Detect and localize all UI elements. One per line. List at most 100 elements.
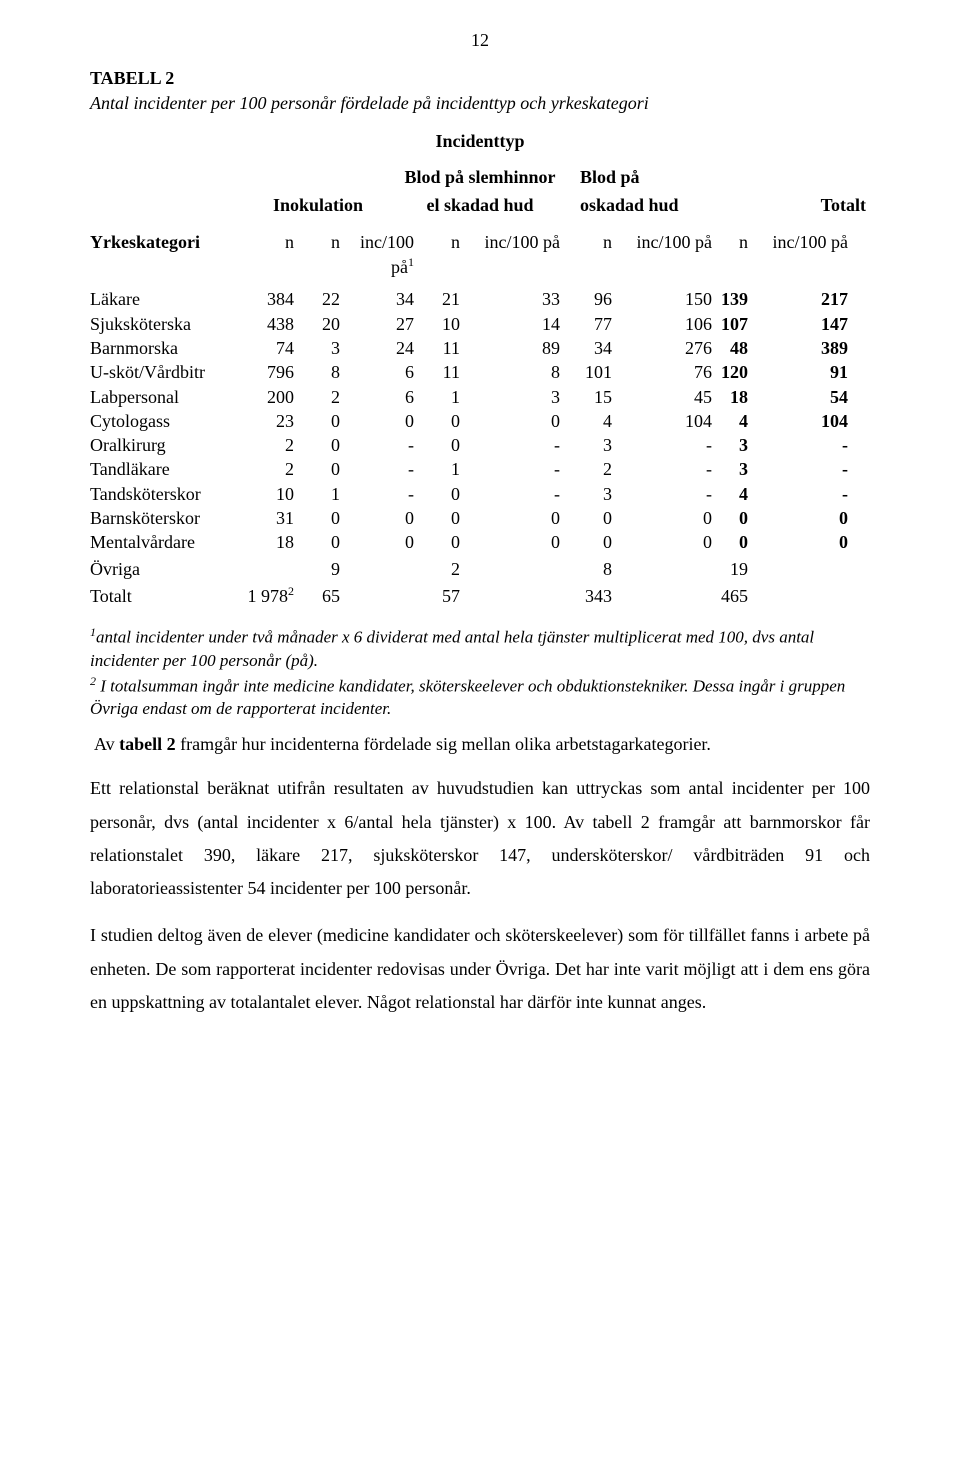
- cell-b: 0: [418, 482, 460, 506]
- cell-value: 343: [564, 584, 612, 608]
- page-number: 12: [90, 28, 870, 52]
- cell-a-pa: 0: [344, 409, 414, 433]
- column-sub-header: Yrkeskategori n n inc/100 på1 n inc/100 …: [90, 230, 870, 280]
- cell-b-pa: 8: [464, 360, 560, 384]
- cell-b: 21: [418, 287, 460, 311]
- row-label: U-sköt/Vårdbitr: [90, 360, 230, 384]
- cell-c-pa: 106: [616, 312, 712, 336]
- totalt-row: Totalt 1 9782 65 57 343 465: [90, 583, 870, 608]
- table-row: Oralkirurg20-0-3-3-: [90, 433, 870, 457]
- column-group-header: Inokulation el skadad hud oskadad hud To…: [90, 191, 870, 219]
- cell-t-pa: -: [752, 457, 848, 481]
- cell-t: 48: [716, 336, 748, 360]
- incpa-text: inc/100 på: [360, 232, 414, 277]
- cell-t-pa: -: [752, 482, 848, 506]
- cell-a: 2: [298, 385, 340, 409]
- row-label: Läkare: [90, 287, 230, 311]
- cell-t: 4: [716, 409, 748, 433]
- cell-n: 18: [234, 530, 294, 554]
- row-label: Barnsköterskor: [90, 506, 230, 530]
- table-row: Sjuksköterska4382027101477106107147: [90, 312, 870, 336]
- cell-b: 11: [418, 336, 460, 360]
- cell-b-pa: 33: [464, 287, 560, 311]
- cell-a: 0: [298, 457, 340, 481]
- cell-t-pa: 0: [752, 530, 848, 554]
- table-row: Tandsköterskor101-0-3-4-: [90, 482, 870, 506]
- table-title: Antal incidenter per 100 personår fördel…: [90, 91, 870, 115]
- footnote-2-text: I totalsumman ingår inte medicine kandid…: [90, 676, 845, 718]
- ovriga-row: Övriga 9 2 8 19: [90, 557, 870, 581]
- row-label: Tandläkare: [90, 457, 230, 481]
- cell-a: 8: [298, 360, 340, 384]
- col-incpa-sup: inc/100 på1: [344, 230, 414, 280]
- row-label: Totalt: [90, 584, 230, 608]
- cell-b: 1: [418, 457, 460, 481]
- n-total: 1 978: [248, 586, 289, 606]
- para-relation: Ett relationstal beräknat utifrån result…: [90, 772, 870, 905]
- empty-cell: [90, 163, 252, 191]
- cell-t: 4: [716, 482, 748, 506]
- cell-b-pa: 89: [464, 336, 560, 360]
- cell-t: 120: [716, 360, 748, 384]
- row-label: Mentalvårdare: [90, 530, 230, 554]
- row-label: Övriga: [90, 557, 230, 581]
- cell-b: 0: [418, 409, 460, 433]
- para-bold: tabell 2: [119, 734, 176, 754]
- cell-b: 11: [418, 360, 460, 384]
- cell-c: 15: [564, 385, 612, 409]
- col-n: n: [298, 230, 340, 254]
- table-row: Cytologass23000041044104: [90, 409, 870, 433]
- sup-one: 1: [408, 255, 414, 269]
- cell-b-pa: 3: [464, 385, 560, 409]
- col-blod-slem-line2: el skadad hud: [384, 191, 576, 219]
- empty-cell: [256, 163, 380, 191]
- cell-value: 465: [716, 584, 748, 608]
- cell-a-pa: 27: [344, 312, 414, 336]
- cell-c: 101: [564, 360, 612, 384]
- cell-a: 0: [298, 506, 340, 530]
- cell-t: 18: [716, 385, 748, 409]
- cell-t-pa: 0: [752, 506, 848, 530]
- para-text: Av: [94, 734, 119, 754]
- para-tabell2: Av tabell 2 framgår hur incidenterna för…: [90, 731, 870, 758]
- row-label: Sjuksköterska: [90, 312, 230, 336]
- cell-t-pa: 389: [752, 336, 848, 360]
- cell-c-pa: -: [616, 457, 712, 481]
- cell-n: 23: [234, 409, 294, 433]
- cell-a-pa: -: [344, 433, 414, 457]
- para-elever: I studien deltog även de elever (medicin…: [90, 919, 870, 1019]
- cell-t-pa: -: [752, 433, 848, 457]
- cell-c: 2: [564, 457, 612, 481]
- col-n: n: [418, 230, 460, 254]
- cell-n: 2: [234, 457, 294, 481]
- cell-c-pa: 45: [616, 385, 712, 409]
- cell-t: 0: [716, 506, 748, 530]
- row-label: Tandsköterskor: [90, 482, 230, 506]
- cell-b: 1: [418, 385, 460, 409]
- cell-c: 3: [564, 433, 612, 457]
- cell-b-pa: -: [464, 457, 560, 481]
- para-text: framgår hur incidenterna fördelade sig m…: [176, 734, 711, 754]
- table-row: Labpersonal200261315451854: [90, 385, 870, 409]
- col-blod-slem-line1: Blod på slemhinnor: [384, 163, 576, 191]
- cell-b-pa: 0: [464, 409, 560, 433]
- cell-c-pa: -: [616, 482, 712, 506]
- table-row: Tandläkare20-1-2-3-: [90, 457, 870, 481]
- cell-a-pa: 0: [344, 506, 414, 530]
- footnote-2: 2 I totalsumman ingår inte medicine kand…: [90, 673, 870, 722]
- cell-n: 10: [234, 482, 294, 506]
- cell-n: 74: [234, 336, 294, 360]
- cell-c: 0: [564, 530, 612, 554]
- cell-c-pa: 76: [616, 360, 712, 384]
- col-incpa: inc/100 på: [752, 230, 848, 254]
- row-label: Cytologass: [90, 409, 230, 433]
- cell-c-pa: 0: [616, 506, 712, 530]
- cell-value: 57: [418, 584, 460, 608]
- cell-a-pa: -: [344, 457, 414, 481]
- col-incpa: inc/100 på: [616, 230, 712, 254]
- cell-t: 3: [716, 433, 748, 457]
- cell-b: 10: [418, 312, 460, 336]
- col-blod-oskad-line2: oskadad hud: [580, 191, 732, 219]
- cell-n: 2: [234, 433, 294, 457]
- col-totalt: Totalt: [736, 191, 866, 219]
